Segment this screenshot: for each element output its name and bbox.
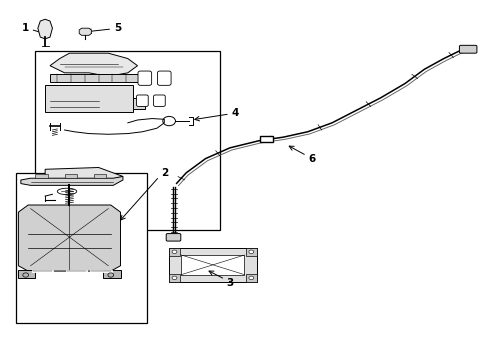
Text: 1: 1 (22, 23, 29, 33)
Polygon shape (19, 205, 120, 271)
Bar (245, 274, 256, 282)
Bar (35, 51, 220, 230)
FancyBboxPatch shape (45, 85, 132, 112)
FancyBboxPatch shape (458, 45, 476, 53)
FancyBboxPatch shape (166, 234, 181, 241)
Circle shape (172, 250, 177, 253)
FancyBboxPatch shape (153, 95, 165, 107)
Bar (169, 248, 256, 282)
Text: 2: 2 (161, 168, 167, 178)
Polygon shape (79, 28, 91, 35)
Bar (245, 248, 256, 256)
Bar (94, 174, 106, 178)
Bar (50, 74, 147, 82)
Bar (259, 136, 273, 142)
Circle shape (172, 276, 177, 280)
Polygon shape (50, 53, 137, 76)
Text: 4: 4 (231, 108, 238, 118)
Text: 5: 5 (114, 23, 122, 33)
FancyBboxPatch shape (157, 71, 171, 85)
Bar (181, 255, 244, 275)
Polygon shape (21, 176, 122, 185)
Bar (103, 270, 120, 278)
FancyBboxPatch shape (138, 71, 151, 85)
Polygon shape (38, 19, 52, 39)
Circle shape (248, 250, 253, 253)
Text: 3: 3 (226, 278, 233, 288)
Text: 6: 6 (307, 154, 315, 164)
FancyBboxPatch shape (136, 95, 148, 107)
Polygon shape (45, 167, 122, 184)
Bar (64, 174, 77, 178)
Bar (35, 174, 47, 178)
Bar (132, 98, 144, 109)
Circle shape (248, 276, 253, 280)
Bar (19, 270, 35, 278)
Bar (169, 248, 180, 256)
Bar (16, 173, 147, 323)
Ellipse shape (57, 188, 77, 195)
Bar (169, 274, 180, 282)
